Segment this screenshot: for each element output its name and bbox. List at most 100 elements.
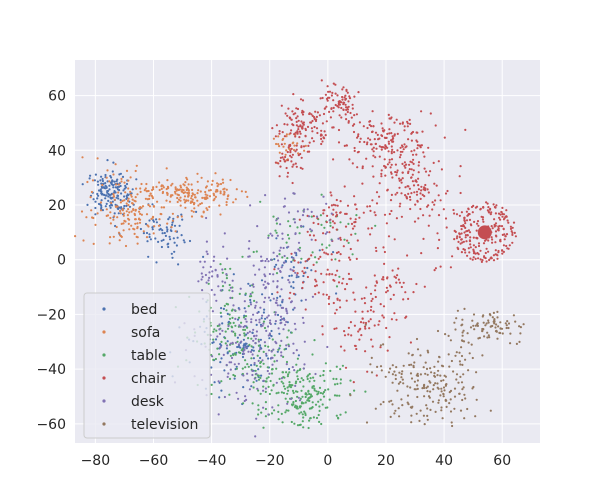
data-point <box>165 167 168 170</box>
data-point <box>339 253 342 256</box>
data-point <box>293 218 296 221</box>
data-point <box>122 189 125 192</box>
data-point <box>497 212 501 215</box>
data-point <box>282 158 285 161</box>
data-point <box>518 340 521 343</box>
data-point <box>267 385 270 388</box>
data-point <box>329 191 332 194</box>
data-point <box>424 189 427 192</box>
data-point <box>332 106 335 109</box>
data-point <box>281 232 284 235</box>
data-point <box>280 321 283 324</box>
data-point <box>326 345 329 349</box>
data-point <box>388 132 391 135</box>
data-point <box>252 285 255 288</box>
data-point <box>351 124 355 127</box>
data-point <box>130 224 133 227</box>
data-point <box>416 379 419 382</box>
data-point <box>275 237 278 240</box>
data-point <box>468 231 472 234</box>
data-point <box>200 272 203 275</box>
data-point <box>449 398 452 401</box>
legend-marker-chair <box>102 376 106 380</box>
data-point <box>267 314 270 317</box>
data-point <box>466 407 469 411</box>
data-point <box>351 107 354 110</box>
data-point <box>167 242 170 245</box>
data-point <box>353 149 356 152</box>
data-point <box>463 417 466 420</box>
data-point <box>125 182 129 186</box>
data-point <box>464 397 467 400</box>
data-point <box>299 423 302 426</box>
data-point <box>110 197 113 200</box>
data-point <box>288 274 291 278</box>
data-point <box>311 386 314 389</box>
data-point <box>292 141 295 144</box>
data-point <box>346 204 350 207</box>
data-point <box>345 212 348 215</box>
data-point <box>232 304 235 307</box>
y-tick-label: −40 <box>36 362 66 378</box>
data-point <box>328 90 332 93</box>
data-point <box>285 360 289 364</box>
y-tick-label: 60 <box>48 89 66 105</box>
data-point <box>366 141 369 144</box>
data-point <box>303 340 306 343</box>
data-point <box>366 126 369 130</box>
data-point <box>261 293 264 296</box>
data-point <box>255 301 258 304</box>
data-point <box>442 379 445 382</box>
data-point <box>123 204 126 208</box>
data-point <box>453 321 456 324</box>
data-point <box>457 240 460 243</box>
data-point <box>316 131 319 135</box>
data-point <box>459 363 462 366</box>
data-point <box>238 324 241 327</box>
data-point <box>222 181 225 184</box>
data-point <box>190 215 194 218</box>
data-point <box>460 224 463 228</box>
data-point <box>407 138 410 141</box>
data-point <box>272 383 275 386</box>
data-point <box>339 378 342 381</box>
data-point <box>364 323 367 326</box>
data-point <box>241 367 244 370</box>
data-point <box>404 146 407 149</box>
x-tick-label: 40 <box>435 453 453 469</box>
data-point <box>160 185 163 188</box>
data-point <box>445 405 448 408</box>
data-point <box>426 390 429 393</box>
data-point <box>286 392 289 395</box>
data-point <box>101 179 104 183</box>
data-point <box>439 374 442 377</box>
data-point <box>461 363 464 366</box>
data-point <box>328 273 331 276</box>
data-point <box>298 399 302 402</box>
data-point <box>257 389 260 392</box>
data-point <box>216 182 219 185</box>
data-point <box>340 106 343 110</box>
data-point <box>269 299 272 302</box>
data-point <box>410 150 413 153</box>
data-point <box>337 128 341 132</box>
data-point <box>433 365 436 368</box>
data-point <box>262 362 265 365</box>
data-point <box>449 266 452 269</box>
data-point <box>310 215 313 218</box>
data-point <box>461 323 464 326</box>
data-point <box>399 202 402 205</box>
data-point <box>119 198 122 202</box>
data-point <box>272 297 275 300</box>
data-point <box>393 151 396 154</box>
data-point <box>96 197 99 200</box>
data-point <box>511 233 514 236</box>
data-point <box>127 187 130 190</box>
data-point <box>223 395 226 399</box>
data-point <box>311 114 314 117</box>
data-point <box>298 246 302 249</box>
data-point <box>497 225 500 228</box>
data-point <box>284 112 287 115</box>
data-point <box>253 363 256 366</box>
data-point <box>99 201 102 204</box>
